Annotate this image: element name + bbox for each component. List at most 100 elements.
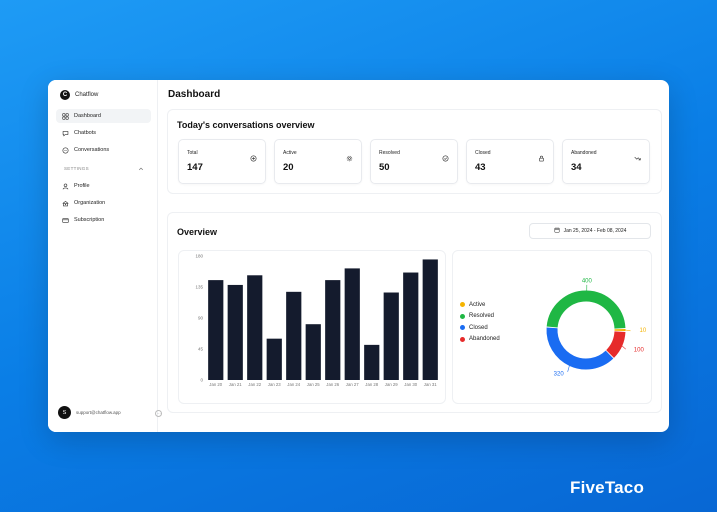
legend-label: Abandoned bbox=[469, 336, 500, 343]
user-email: support@chatflow.app bbox=[76, 410, 121, 415]
bar-chart: 0 45 90 135 180 Jan 20 Jan 21 Jan 22 Jan 23 Jan 2… bbox=[195, 254, 438, 387]
bar[interactable] bbox=[344, 268, 360, 380]
sidebar-item-label: Chatbots bbox=[74, 130, 97, 136]
stat-value: 20 bbox=[283, 162, 294, 173]
brand[interactable]: C Chatflow bbox=[60, 90, 98, 100]
building-icon bbox=[62, 200, 69, 207]
legend-item-resolved: Resolved bbox=[460, 311, 500, 323]
legend-dot bbox=[460, 325, 465, 331]
y-tick-label: 180 bbox=[195, 254, 203, 259]
x-tick-label: Jan 25 bbox=[307, 382, 321, 387]
stat-value: 34 bbox=[571, 162, 582, 173]
donut-slice-abandoned[interactable] bbox=[606, 331, 626, 358]
legend-item-active: Active bbox=[460, 299, 500, 311]
gear-icon bbox=[346, 149, 353, 162]
bar[interactable] bbox=[403, 272, 419, 380]
sidebar-item-label: Organization bbox=[74, 200, 106, 206]
lock-icon bbox=[538, 149, 545, 162]
conversation-icon bbox=[62, 147, 69, 154]
data-label: 320 bbox=[554, 371, 565, 377]
watermark-logo: FiveTaco bbox=[570, 478, 645, 497]
legend-label: Closed bbox=[469, 324, 488, 331]
sidebar-item-label: Subscription bbox=[74, 217, 105, 223]
sidebar-item-profile[interactable]: Profile bbox=[56, 179, 151, 193]
stat-card-closed[interactable]: Closed 43 bbox=[466, 139, 554, 184]
date-range-picker[interactable]: Jan 25, 2024 - Feb 08, 2024 bbox=[529, 223, 651, 239]
trend-down-icon bbox=[634, 149, 641, 161]
data-label-leader bbox=[567, 365, 570, 372]
x-tick-label: Jan 21 bbox=[229, 382, 243, 387]
y-tick-label: 90 bbox=[198, 316, 204, 321]
stat-card-active[interactable]: Active 20 bbox=[274, 139, 362, 184]
today-overview-card bbox=[167, 109, 662, 194]
stat-value: 147 bbox=[187, 162, 203, 173]
bar[interactable] bbox=[325, 280, 341, 380]
bar[interactable] bbox=[286, 291, 302, 380]
y-tick-label: 45 bbox=[198, 347, 204, 352]
y-tick-label: 0 bbox=[200, 378, 203, 383]
sidebar-item-label: Profile bbox=[74, 183, 90, 189]
plus-circle-icon bbox=[250, 149, 257, 162]
stat-card-resolved[interactable]: Resolved 50 bbox=[370, 139, 458, 184]
stat-label: Resolved bbox=[379, 150, 400, 156]
data-label-leader bbox=[621, 345, 626, 350]
user-icon bbox=[62, 183, 69, 190]
bar[interactable] bbox=[422, 259, 438, 380]
sidebar-item-conversations[interactable]: Conversations bbox=[56, 143, 151, 157]
bar[interactable] bbox=[383, 292, 399, 380]
sidebar: C Chatflow Dashboard Chatbots Conversati… bbox=[48, 80, 158, 432]
calendar-icon bbox=[554, 227, 560, 235]
sidebar-item-dashboard[interactable]: Dashboard bbox=[56, 109, 151, 123]
grid-icon bbox=[62, 112, 69, 120]
x-tick-label: Jan 20 bbox=[209, 382, 223, 387]
data-label: 400 bbox=[582, 279, 593, 285]
stat-label: Active bbox=[283, 150, 297, 156]
brand-logo: C bbox=[60, 90, 70, 100]
sidebar-item-subscription[interactable]: Subscription bbox=[56, 213, 151, 227]
app-window: C Chatflow Dashboard Chatbots Conversati… bbox=[48, 80, 669, 432]
chat-bubble-icon bbox=[62, 130, 69, 137]
x-tick-label: Jan 24 bbox=[287, 382, 301, 387]
x-tick-label: Jan 30 bbox=[404, 382, 418, 387]
overview-title: Overview bbox=[177, 227, 218, 237]
legend-dot bbox=[460, 336, 465, 342]
x-tick-label: Jan 23 bbox=[268, 382, 282, 387]
legend-item-abandoned: Abandoned bbox=[460, 334, 500, 346]
donut-chart: 10 100 320 400 bbox=[546, 279, 647, 377]
x-tick-label: Jan 26 bbox=[326, 382, 340, 387]
date-range-text: Jan 25, 2024 - Feb 08, 2024 bbox=[563, 228, 627, 234]
settings-section-toggle[interactable]: SETTINGS bbox=[64, 166, 144, 173]
user-menu-icon[interactable]: ⋯ bbox=[155, 410, 162, 417]
x-tick-label: Jan 31 bbox=[424, 382, 438, 387]
bar[interactable] bbox=[247, 275, 263, 380]
bar[interactable] bbox=[266, 338, 282, 380]
user-account[interactable]: S support@chatflow.app bbox=[58, 406, 121, 419]
sidebar-item-chatbots[interactable]: Chatbots bbox=[56, 126, 151, 140]
check-circle-icon bbox=[442, 149, 449, 162]
stat-value: 43 bbox=[475, 162, 486, 173]
brand-name: Chatflow bbox=[75, 92, 99, 98]
bar[interactable] bbox=[305, 324, 321, 380]
bar[interactable] bbox=[364, 344, 380, 380]
bar[interactable] bbox=[208, 280, 224, 380]
sidebar-item-organization[interactable]: Organization bbox=[56, 196, 151, 210]
stat-card-abandoned[interactable]: Abandoned 34 bbox=[562, 139, 650, 184]
y-tick-label: 135 bbox=[195, 285, 203, 290]
stat-label: Total bbox=[187, 150, 198, 156]
stat-label: Closed bbox=[475, 150, 491, 156]
card-icon bbox=[62, 217, 69, 224]
legend-label: Active bbox=[469, 301, 486, 308]
stat-card-total[interactable]: Total 147 bbox=[178, 139, 266, 184]
legend-item-closed: Closed bbox=[460, 322, 500, 334]
donut-slice-closed[interactable] bbox=[546, 327, 614, 370]
x-tick-label: Jan 22 bbox=[248, 382, 262, 387]
donut-slice-resolved[interactable] bbox=[546, 290, 626, 329]
x-tick-label: Jan 27 bbox=[346, 382, 360, 387]
data-label: 100 bbox=[634, 348, 645, 354]
bar[interactable] bbox=[227, 284, 243, 380]
stat-value: 50 bbox=[379, 162, 390, 173]
legend-label: Resolved bbox=[469, 313, 495, 320]
settings-heading: SETTINGS bbox=[64, 166, 89, 171]
page-title: Dashboard bbox=[168, 89, 221, 100]
today-overview-title: Today's conversations overview bbox=[177, 120, 315, 130]
